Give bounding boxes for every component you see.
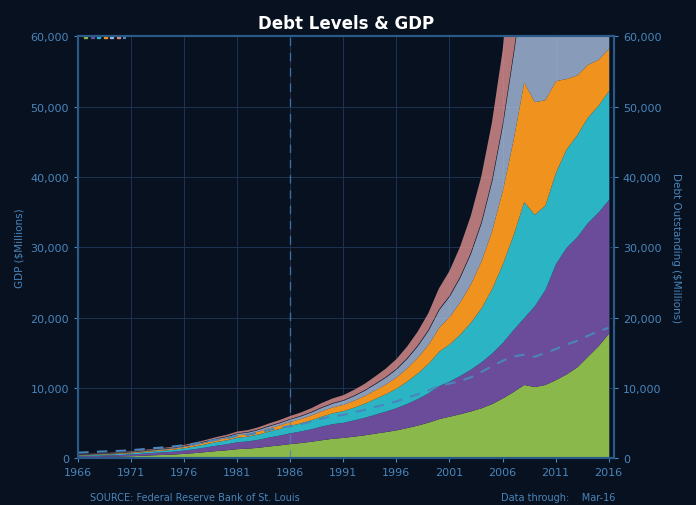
Text: SOURCE: Federal Reserve Bank of St. Louis: SOURCE: Federal Reserve Bank of St. Loui…	[90, 492, 300, 502]
Title: Debt Levels & GDP: Debt Levels & GDP	[258, 15, 434, 33]
Legend: , , , , , , : , , , , , ,	[84, 38, 127, 39]
Y-axis label: Debt Outstanding ($Millions): Debt Outstanding ($Millions)	[671, 173, 681, 323]
Text: Data through:    Mar-16: Data through: Mar-16	[501, 492, 615, 502]
Y-axis label: GDP ($Millions): GDP ($Millions)	[15, 208, 25, 287]
